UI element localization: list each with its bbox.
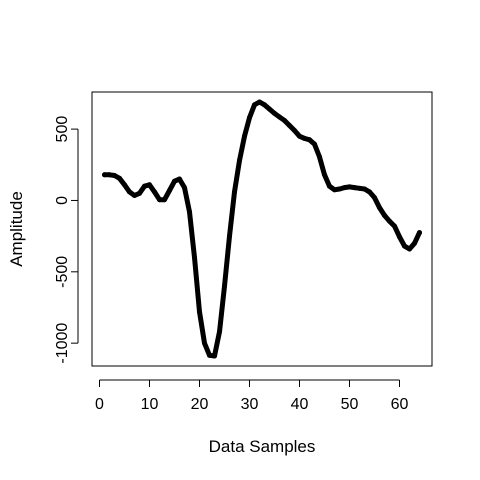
x-tick-label: 50 (341, 396, 359, 413)
data-point (332, 187, 337, 193)
data-point (282, 118, 287, 124)
data-point (112, 172, 117, 178)
data-point (227, 233, 232, 239)
data-point (267, 106, 272, 112)
data-point (317, 154, 322, 160)
x-axis: 0 10 20 30 40 50 60 (95, 379, 409, 413)
data-point (337, 186, 342, 192)
data-point (352, 185, 357, 191)
data-point (412, 240, 417, 246)
data-point (382, 212, 387, 218)
data-point (202, 340, 207, 346)
data-point (232, 189, 237, 195)
data-point (122, 182, 127, 188)
data-point (277, 114, 282, 120)
data-point (347, 184, 352, 190)
data-point (107, 172, 112, 178)
data-point (287, 123, 292, 129)
data-point (312, 141, 317, 147)
data-point (257, 99, 262, 105)
data-point (102, 172, 107, 178)
data-point (152, 189, 157, 195)
x-tick-label: 60 (391, 396, 409, 413)
data-point (237, 158, 242, 163)
data-point (222, 283, 227, 289)
data-point (292, 128, 297, 134)
data-point (392, 223, 397, 229)
data-point (192, 255, 197, 261)
data-point (127, 189, 132, 195)
data-point (187, 209, 192, 215)
data-point (157, 197, 162, 203)
data-point (177, 176, 182, 182)
data-point (407, 246, 412, 252)
y-tick-label: -1000 (54, 323, 71, 364)
data-point (242, 133, 247, 139)
data-point (212, 353, 217, 359)
data-point (402, 243, 407, 249)
x-tick-label: 10 (141, 396, 159, 413)
data-point (197, 309, 202, 315)
y-tick-label: 500 (54, 116, 71, 143)
data-point (247, 115, 252, 121)
data-point (217, 329, 222, 335)
data-point (117, 175, 122, 181)
data-point (367, 189, 372, 195)
data-point (207, 352, 212, 358)
data-point (327, 183, 332, 189)
y-tick-label: -500 (54, 256, 71, 288)
data-point (262, 102, 267, 108)
data-point (357, 185, 362, 191)
data-point (322, 172, 327, 178)
x-tick-label: 40 (291, 396, 309, 413)
data-point (372, 195, 377, 201)
x-tick-label: 0 (95, 396, 104, 413)
x-tick-label: 30 (241, 396, 259, 413)
data-point (252, 102, 257, 108)
amplitude-series-line (102, 99, 422, 359)
data-point (162, 197, 167, 203)
data-point (377, 205, 382, 211)
data-point (137, 190, 142, 196)
data-point (272, 110, 277, 116)
y-axis-title: Amplitude (7, 191, 26, 267)
y-axis: -1000 -500 0 500 (54, 116, 79, 364)
y-tick-label: 0 (54, 196, 71, 205)
data-point (182, 185, 187, 191)
data-point (142, 183, 147, 189)
data-point (167, 187, 172, 193)
x-axis-title: Data Samples (209, 437, 316, 456)
data-point (387, 218, 392, 224)
data-point (362, 186, 367, 192)
data-point (172, 178, 177, 184)
x-tick-label: 20 (191, 396, 209, 413)
data-point (297, 133, 302, 139)
data-point (397, 234, 402, 240)
data-point (302, 135, 307, 141)
data-point (417, 230, 422, 236)
data-point (307, 137, 312, 143)
data-point (132, 192, 137, 198)
data-point (147, 182, 152, 188)
plot-frame (91, 91, 433, 367)
series-points (102, 99, 422, 359)
data-point (342, 185, 347, 191)
